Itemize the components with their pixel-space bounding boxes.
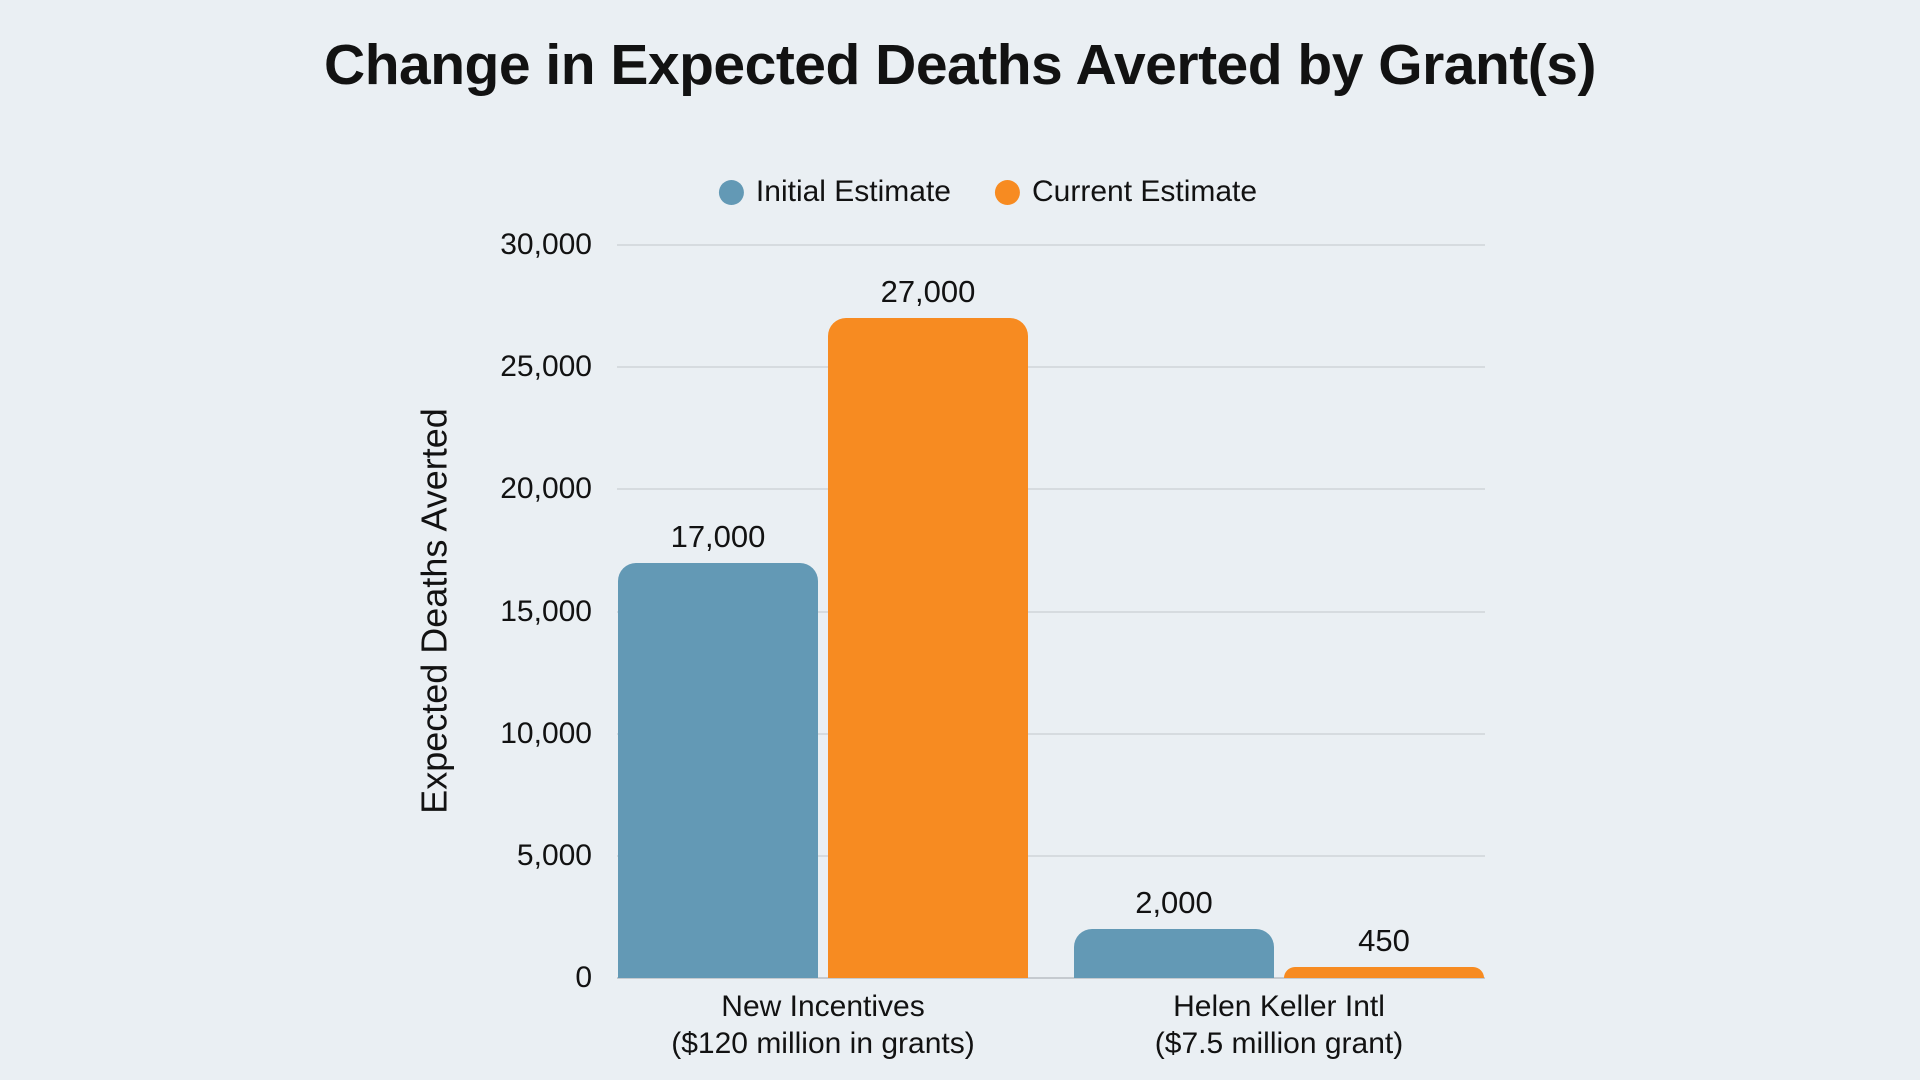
legend-swatch-initial-icon (718, 179, 744, 205)
y-tick-label: 25,000 (500, 350, 592, 384)
chart-legend: Initial Estimate Current Estimate (718, 175, 1257, 209)
x-category-label: New Incentives ($120 million in grants) (573, 988, 1073, 1062)
legend-item-initial: Initial Estimate (718, 175, 951, 209)
bar-value-label: 17,000 (670, 519, 766, 554)
gridline (617, 854, 1485, 857)
legend-swatch-current-icon (995, 179, 1020, 205)
bar-value-label: 450 (1358, 923, 1410, 958)
gridline (617, 488, 1485, 491)
y-axis-title: Expected Deaths Averted (413, 408, 455, 814)
y-tick-label: 30,000 (500, 228, 592, 261)
bar-initial-0 (618, 563, 818, 978)
gridline (617, 732, 1485, 735)
category-detail: ($7.5 million grant) (1154, 1027, 1404, 1060)
chart-title: Change in Expected Deaths Averted by Gra… (324, 33, 1596, 97)
x-axis-baseline (617, 977, 1485, 979)
category-detail: ($120 million in grants) (671, 1027, 975, 1060)
y-tick-label: 0 (575, 961, 592, 994)
bar-value-label: 27,000 (880, 274, 976, 309)
bar-current-1 (1284, 967, 1484, 978)
bar-value-label: 2,000 (1135, 885, 1213, 920)
y-tick-label: 5,000 (516, 838, 592, 872)
legend-item-current: Current Estimate (995, 175, 1257, 209)
bar-current-0 (828, 318, 1028, 978)
gridline (617, 366, 1485, 369)
y-tick-label: 10,000 (500, 716, 592, 750)
bar-initial-1 (1074, 929, 1274, 978)
y-tick-label: 15,000 (500, 594, 592, 628)
y-tick-label: 20,000 (500, 472, 592, 506)
legend-label: Initial Estimate (755, 175, 951, 208)
category-name: New Incentives (721, 990, 925, 1023)
gridline (617, 244, 1485, 246)
gridline (617, 610, 1485, 613)
category-name: Helen Keller Intl (1173, 990, 1385, 1023)
legend-label: Current Estimate (1032, 175, 1258, 208)
x-category-label: Helen Keller Intl ($7.5 million grant) (1029, 988, 1529, 1062)
